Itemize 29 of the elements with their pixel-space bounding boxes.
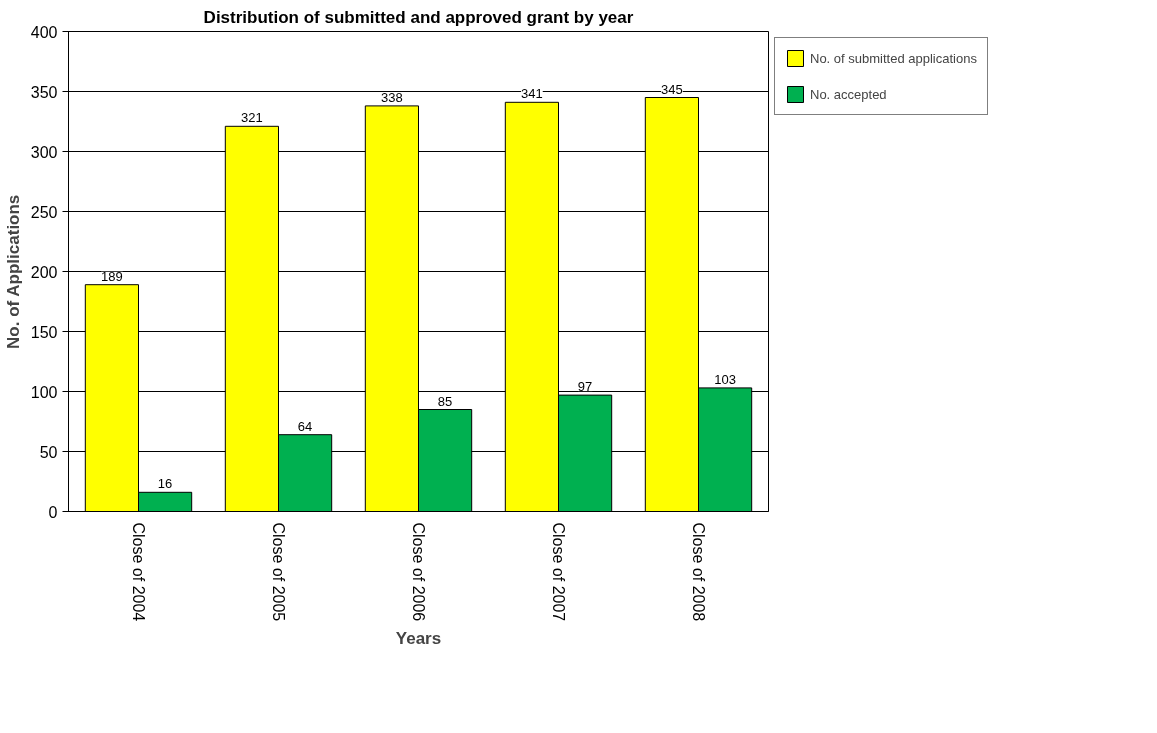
data-label: 85 <box>437 393 453 409</box>
legend-label: No. of submitted applications <box>810 50 977 66</box>
data-label: 64 <box>297 418 313 434</box>
y-tick-label: 50 <box>39 443 58 461</box>
x-axis-title: Years <box>395 629 442 649</box>
chart-title: Distribution of submitted and approved grant by year <box>203 7 634 27</box>
x-tick-label: Close of 2005 <box>270 522 287 622</box>
data-label: 97 <box>577 379 593 395</box>
data-label: 103 <box>714 371 736 387</box>
y-tick-label: 300 <box>30 143 58 161</box>
data-label: 338 <box>381 89 403 105</box>
y-tick-label: 250 <box>30 203 58 221</box>
y-tick-label: 150 <box>30 323 58 341</box>
data-label: 321 <box>241 110 263 126</box>
legend-label: No. accepted <box>810 86 887 102</box>
x-tick-label: Close of 2007 <box>550 522 567 622</box>
y-axis-title: No. of Applications <box>3 194 23 349</box>
x-tick-label: Close of 2004 <box>130 522 147 622</box>
y-tick-label: 0 <box>48 503 58 521</box>
data-label: 345 <box>661 81 683 97</box>
y-tick-label: 350 <box>30 83 58 101</box>
data-label: 16 <box>157 476 173 492</box>
y-tick-label: 400 <box>30 23 58 41</box>
x-tick-label: Close of 2006 <box>410 522 427 622</box>
x-tick-label: Close of 2008 <box>690 522 707 622</box>
y-tick-label: 100 <box>30 383 58 401</box>
data-label: 341 <box>521 86 543 102</box>
y-tick-label: 200 <box>30 263 58 281</box>
data-label: 189 <box>101 268 123 284</box>
